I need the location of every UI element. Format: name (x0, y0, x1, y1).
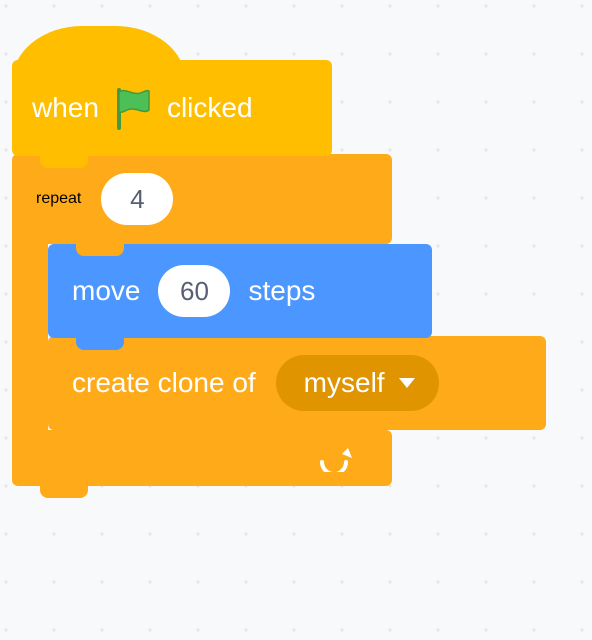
loop-arrow-icon (318, 444, 354, 472)
repeat-bottom (12, 430, 392, 486)
when-flag-clicked-block[interactable]: when clicked (12, 26, 332, 156)
c-arm (12, 244, 48, 432)
block-notch (76, 242, 124, 256)
block-notch (40, 152, 88, 168)
block-notch (40, 484, 88, 498)
clone-target-value: myself (304, 367, 385, 399)
move-steps-input[interactable]: 60 (158, 265, 230, 317)
block-notch (76, 336, 124, 350)
hat-label-after: clicked (167, 92, 253, 124)
clone-target-dropdown[interactable]: myself (276, 355, 439, 411)
move-steps-block[interactable]: move 60 steps (48, 244, 432, 338)
repeat-count-input[interactable]: 4 (101, 173, 173, 225)
chevron-down-icon (399, 378, 415, 388)
move-label-after: steps (248, 275, 315, 307)
repeat-block[interactable]: repeat 4 move 60 steps create clone of (12, 154, 392, 486)
move-label-before: move (72, 275, 140, 307)
repeat-count-value: 4 (130, 184, 144, 215)
create-clone-label: create clone of (72, 367, 256, 399)
repeat-label: repeat (36, 190, 81, 208)
block-stack: when clicked repeat 4 move (12, 26, 392, 486)
hat-body: when clicked (12, 60, 332, 156)
repeat-substack: move 60 steps create clone of myself (48, 244, 392, 430)
green-flag-icon (113, 86, 153, 130)
hat-label-before: when (32, 92, 99, 124)
move-steps-value: 60 (180, 276, 209, 307)
create-clone-block[interactable]: create clone of myself (48, 336, 546, 430)
